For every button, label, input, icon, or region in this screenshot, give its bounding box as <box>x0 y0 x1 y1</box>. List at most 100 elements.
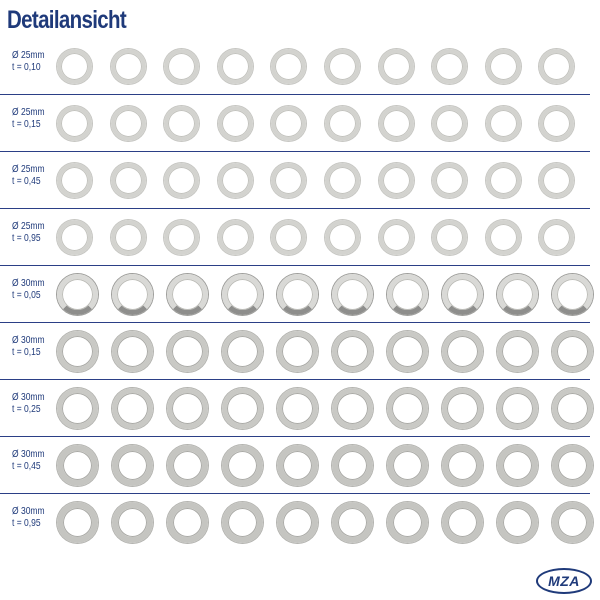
diameter-label: Ø 25mm <box>12 50 45 61</box>
shim-ring-icon <box>332 501 373 543</box>
shim-ring-icon <box>57 501 98 543</box>
shim-ring-icon <box>332 387 373 429</box>
shim-row: Ø 25mm t = 0,95 <box>0 209 590 266</box>
diameter-label: Ø 30mm <box>12 392 45 403</box>
shim-ring-icon <box>442 387 483 429</box>
row-label: Ø 30mm t = 0,45 <box>12 449 45 473</box>
shim-ring-icon <box>217 219 253 255</box>
shim-ring-icon <box>167 444 208 486</box>
shim-ring-icon <box>277 444 318 486</box>
shim-ring-icon <box>110 162 146 198</box>
shim-ring-icon <box>222 330 263 372</box>
shim-row: Ø 30mm t = 0,95 <box>0 494 593 550</box>
row-label: Ø 30mm t = 0,15 <box>12 335 45 359</box>
shim-ring-icon <box>552 501 593 543</box>
shim-ring-icon <box>497 501 538 543</box>
shim-ring-icon <box>277 330 318 372</box>
ring-group <box>57 437 600 493</box>
shim-ring-icon <box>57 330 98 372</box>
shim-ring-icon <box>110 219 146 255</box>
diameter-label: Ø 30mm <box>12 506 45 517</box>
shim-ring-icon <box>57 444 98 486</box>
shim-ring-icon <box>167 501 208 543</box>
shim-ring-icon <box>432 105 468 141</box>
shim-row: Ø 25mm t = 0,45 <box>0 152 590 209</box>
shim-ring-icon <box>57 387 98 429</box>
shim-ring-icon <box>324 219 360 255</box>
shim-ring-icon <box>442 330 483 372</box>
ring-group <box>57 95 593 151</box>
shim-ring-icon <box>442 501 483 543</box>
shim-ring-icon <box>164 48 200 84</box>
shim-ring-icon <box>57 273 98 315</box>
row-label: Ø 25mm t = 0,95 <box>12 221 45 245</box>
shim-row: Ø 30mm t = 0,25 <box>0 380 593 437</box>
diameter-label: Ø 25mm <box>12 107 45 118</box>
shim-ring-icon <box>164 105 200 141</box>
shim-ring-icon <box>222 387 263 429</box>
shim-ring-icon <box>277 501 318 543</box>
thickness-label: t = 0,45 <box>12 176 41 187</box>
mza-logo: MZA <box>536 568 592 594</box>
shim-ring-icon <box>110 48 146 84</box>
shim-ring-icon <box>332 444 373 486</box>
shim-ring-icon <box>112 501 153 543</box>
shim-ring-icon <box>539 105 575 141</box>
thickness-label: t = 0,15 <box>12 119 41 130</box>
shim-ring-icon <box>552 273 593 315</box>
shim-ring-icon <box>378 48 414 84</box>
shim-ring-icon <box>324 48 360 84</box>
shim-ring-icon <box>271 105 307 141</box>
shim-ring-icon <box>217 48 253 84</box>
shim-row: Ø 25mm t = 0,15 <box>0 95 590 152</box>
shim-ring-icon <box>277 273 318 315</box>
shim-row: Ø 25mm t = 0,10 <box>0 38 590 95</box>
shim-ring-icon <box>271 162 307 198</box>
shim-rows: Ø 25mm t = 0,10 Ø 25mm t = 0,15 Ø 25mm t = 0,… <box>0 38 593 550</box>
shim-ring-icon <box>217 162 253 198</box>
shim-ring-icon <box>539 219 575 255</box>
shim-ring-icon <box>485 105 521 141</box>
shim-ring-icon <box>164 162 200 198</box>
shim-ring-icon <box>442 444 483 486</box>
shim-ring-icon <box>552 387 593 429</box>
shim-ring-icon <box>432 48 468 84</box>
shim-ring-icon <box>332 330 373 372</box>
shim-ring-icon <box>387 330 428 372</box>
shim-ring-icon <box>277 387 318 429</box>
shim-ring-icon <box>222 273 263 315</box>
shim-ring-icon <box>271 219 307 255</box>
shim-ring-icon <box>442 273 483 315</box>
shim-row: Ø 30mm t = 0,05 <box>0 266 593 323</box>
diameter-label: Ø 30mm <box>12 278 45 289</box>
row-label: Ø 30mm t = 0,05 <box>12 278 45 302</box>
row-label: Ø 30mm t = 0,95 <box>12 506 45 530</box>
shim-ring-icon <box>485 162 521 198</box>
shim-ring-icon <box>324 162 360 198</box>
page-title: Detailansicht <box>7 6 127 34</box>
ring-group <box>57 266 600 322</box>
shim-ring-icon <box>167 330 208 372</box>
ring-group <box>57 152 593 208</box>
shim-ring-icon <box>432 219 468 255</box>
thickness-label: t = 0,15 <box>12 347 41 358</box>
ring-group <box>57 38 593 94</box>
diameter-label: Ø 30mm <box>12 449 45 460</box>
row-label: Ø 30mm t = 0,25 <box>12 392 45 416</box>
shim-ring-icon <box>222 444 263 486</box>
shim-ring-icon <box>57 162 92 198</box>
shim-ring-icon <box>539 48 575 84</box>
shim-ring-icon <box>324 105 360 141</box>
thickness-label: t = 0,10 <box>12 62 41 73</box>
shim-ring-icon <box>167 273 208 315</box>
ring-group <box>57 494 600 550</box>
thickness-label: t = 0,25 <box>12 404 41 415</box>
shim-ring-icon <box>57 219 92 255</box>
thickness-label: t = 0,95 <box>12 518 41 529</box>
shim-ring-icon <box>387 387 428 429</box>
shim-ring-icon <box>112 273 153 315</box>
shim-ring-icon <box>539 162 575 198</box>
shim-ring-icon <box>552 330 593 372</box>
shim-ring-icon <box>432 162 468 198</box>
ring-group <box>57 323 600 379</box>
